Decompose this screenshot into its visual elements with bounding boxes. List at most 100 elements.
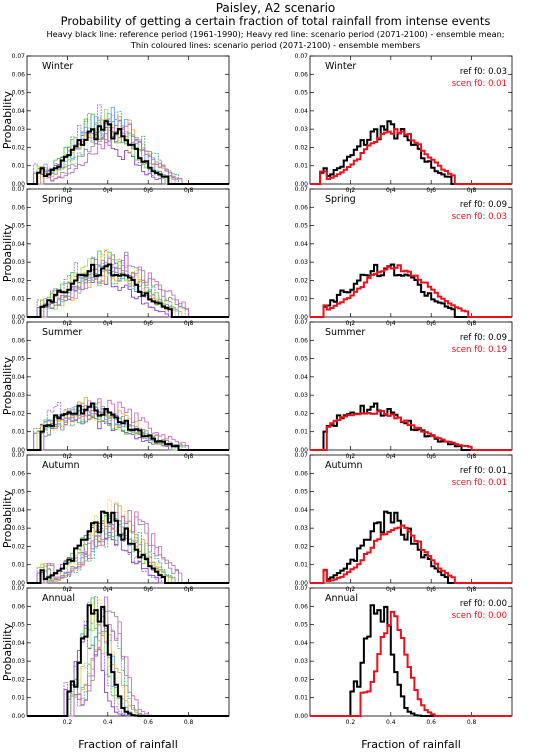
member-series-8 xyxy=(27,406,229,451)
y-tick-label: 0.07 xyxy=(295,53,309,60)
y-tick-label: 0.04 xyxy=(295,374,309,381)
y-tick-label: 0.02 xyxy=(12,543,26,550)
member-series-10 xyxy=(27,398,229,451)
reference-series xyxy=(310,510,512,584)
y-tick-label: 0.03 xyxy=(12,658,26,665)
scen-f0-label: scen f0: 0.00 xyxy=(452,611,507,621)
season-label: Annual xyxy=(42,593,75,604)
y-tick-label: 0.00 xyxy=(295,580,309,587)
panel-frame xyxy=(309,321,513,451)
y-tick-label: 0.03 xyxy=(295,259,309,266)
y-tick-label: 0.07 xyxy=(295,452,309,459)
panel-frame xyxy=(309,454,513,584)
legend-line-1: Heavy black line: reference period (1961… xyxy=(46,29,504,39)
y-tick-label: 0.00 xyxy=(12,580,26,587)
season-label: Annual xyxy=(325,593,358,604)
y-tick-label: 0.00 xyxy=(295,181,309,188)
y-tick-label: 0.01 xyxy=(295,296,309,303)
y-tick-label: 0.04 xyxy=(12,108,26,115)
y-tick-label: 0.01 xyxy=(12,695,26,702)
y-tick-label: 0.02 xyxy=(295,410,309,417)
member-series-10 xyxy=(27,119,229,185)
y-tick-label: 0.00 xyxy=(12,181,26,188)
x-tick-label: 0.4 xyxy=(103,719,113,726)
legend-line-2: Thin coloured lines: scenario period (20… xyxy=(130,40,420,50)
x-tick-label: 0.4 xyxy=(386,719,396,726)
panel-winter-members: 0.000.010.020.030.040.050.060.070.2 0.4 0.… xyxy=(1,53,230,194)
member-series-9 xyxy=(27,251,229,318)
y-tick-label: 0.02 xyxy=(295,277,309,284)
y-tick-label: 0.06 xyxy=(12,470,26,477)
scenario-mean-series xyxy=(310,264,512,318)
y-tick-label: 0.06 xyxy=(12,337,26,344)
panel-autumn-mean: 0.000.010.020.030.040.050.060.070.2 0.4 0.… xyxy=(295,452,513,593)
x-tick-label: 0.2 xyxy=(346,719,356,726)
scenario-mean-series xyxy=(310,410,512,451)
y-tick-label: 0.03 xyxy=(295,392,309,399)
reference-series xyxy=(310,604,512,717)
panel-annual-members: 0.00 0.01 0.02 0.03 0.04 0.05 0.06 0.07 0.2 0.4 0.… xyxy=(1,585,230,726)
panel-summer-members: 0.000.010.020.030.040.050.060.070.2 0.4 0.… xyxy=(1,319,230,460)
member-series-8 xyxy=(27,111,229,185)
reference-series xyxy=(310,402,512,451)
y-tick-label: 0.00 xyxy=(12,447,26,454)
y-tick-label: 0.05 xyxy=(12,90,26,97)
y-tick-label: 0.01 xyxy=(12,562,26,569)
y-tick-label: 0.02 xyxy=(12,410,26,417)
y-tick-label: 0.05 xyxy=(295,356,309,363)
y-tick-label: 0.06 xyxy=(295,337,309,344)
y-axis-label: Probability xyxy=(1,356,14,415)
y-tick-label: 0.01 xyxy=(295,562,309,569)
y-tick-label: 0.04 xyxy=(12,241,26,248)
y-tick-label: 0.04 xyxy=(295,108,309,115)
member-series-5 xyxy=(27,499,229,584)
panel-frame xyxy=(26,55,230,185)
y-tick-label: 0.00 xyxy=(295,713,309,720)
y-tick-label: 0.04 xyxy=(295,507,309,514)
x-tick-label: 0.6 xyxy=(143,719,153,726)
y-tick-label: 0.01 xyxy=(12,163,26,170)
y-tick-label: 0.03 xyxy=(295,525,309,532)
scen-f0-label: scen f0: 0.01 xyxy=(452,79,507,89)
reference-series xyxy=(27,510,229,584)
y-axis-label: Probability xyxy=(1,90,14,149)
reference-series xyxy=(27,263,229,318)
panel-summer-mean: 0.000.010.020.030.040.050.060.070.2 0.4 0.… xyxy=(295,319,513,460)
y-tick-label: 0.01 xyxy=(295,695,309,702)
y-tick-label: 0.04 xyxy=(12,640,26,647)
member-series-10 xyxy=(27,511,229,584)
y-tick-label: 0.03 xyxy=(12,392,26,399)
x-tick-label: 0.8 xyxy=(467,719,477,726)
x-tick-label: 0.8 xyxy=(184,719,194,726)
season-label: Spring xyxy=(42,194,73,205)
y-tick-label: 0.04 xyxy=(12,507,26,514)
season-label: Summer xyxy=(325,327,365,338)
season-label: Winter xyxy=(42,61,73,72)
y-tick-label: 0.06 xyxy=(295,71,309,78)
scenario-mean-series xyxy=(310,610,512,717)
panel-autumn-members: 0.000.010.020.030.040.050.060.070.2 0.4 0.… xyxy=(1,452,230,593)
season-label: Winter xyxy=(325,61,356,72)
season-label: Summer xyxy=(42,327,82,338)
y-tick-label: 0.02 xyxy=(12,277,26,284)
y-tick-label: 0.03 xyxy=(12,525,26,532)
y-tick-label: 0.02 xyxy=(12,144,26,151)
panel-frame xyxy=(309,55,513,185)
y-tick-label: 0.05 xyxy=(12,622,26,629)
reference-series xyxy=(310,263,512,318)
scenario-mean-series xyxy=(310,128,512,185)
reference-series xyxy=(27,402,229,451)
y-tick-label: 0.00 xyxy=(295,314,309,321)
y-tick-label: 0.00 xyxy=(12,314,26,321)
y-tick-label: 0.07 xyxy=(12,186,26,193)
y-tick-label: 0.06 xyxy=(12,204,26,211)
panel-frame xyxy=(26,321,230,451)
y-tick-label: 0.06 xyxy=(12,71,26,78)
panel-spring-members: 0.000.010.020.030.040.050.060.070.2 0.4 0.… xyxy=(1,186,230,327)
y-tick-label: 0.06 xyxy=(295,470,309,477)
y-tick-label: 0.06 xyxy=(295,603,309,610)
panel-spring-mean: 0.000.010.020.030.040.050.060.070.2 0.4 0.… xyxy=(295,186,513,327)
ref-f0-label: ref f0: 0.01 xyxy=(460,466,507,476)
y-tick-label: 0.05 xyxy=(295,90,309,97)
